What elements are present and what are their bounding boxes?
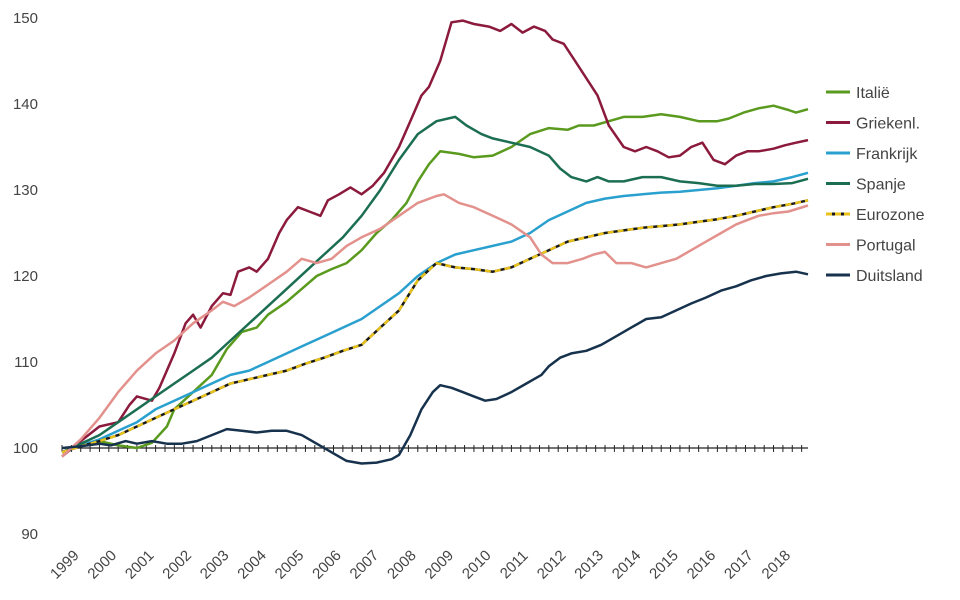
baseline-axis (61, 445, 808, 452)
x-tick-label: 2011 (497, 547, 532, 582)
y-tick-label: 90 (21, 526, 38, 543)
legend-label: Eurozone (856, 207, 925, 224)
legend-label: Frankrijk (856, 146, 918, 163)
series-line-duitsland (61, 270, 809, 465)
x-tick-label: 2007 (347, 547, 383, 583)
y-tick-label: 110 (14, 354, 38, 371)
series-line-eurozone (61, 199, 809, 454)
x-tick-label: 2010 (459, 547, 495, 583)
x-tick-label: 2003 (197, 547, 233, 583)
x-tick-label: 2014 (609, 547, 645, 583)
legend: Italië Griekenl. Frankrijk Spanje Eurozone Po… (826, 85, 925, 285)
legend-label: Duitsland (856, 268, 923, 285)
y-tick-label: 140 (13, 96, 38, 113)
x-tick-label: 1999 (47, 547, 83, 583)
x-tick-label: 2009 (422, 547, 458, 583)
series-line-portugal (61, 193, 809, 458)
x-tick-label: 2005 (272, 547, 308, 583)
x-tick-label: 2013 (571, 547, 607, 583)
baseline-tick-marks (61, 445, 803, 452)
y-tick-label: 120 (13, 268, 38, 285)
legend-label: Griekenl. (856, 116, 920, 133)
x-tick-label: 2004 (234, 547, 270, 583)
x-tick-label: 2006 (309, 547, 345, 583)
series-line-eurozone-underlay (61, 199, 809, 454)
x-tick-label: 2018 (759, 547, 795, 583)
x-tick-label: 2002 (159, 547, 195, 583)
legend-label: Spanje (856, 177, 906, 194)
y-axis-tick-labels: 90 100 110 120 130 140 150 (13, 10, 38, 543)
series-line-griekenl (61, 19, 809, 458)
y-tick-label: 100 (13, 440, 38, 457)
legend-label: Portugal (856, 238, 916, 255)
x-tick-label: 2001 (122, 547, 158, 583)
x-tick-label: 2000 (84, 547, 120, 583)
y-tick-label: 150 (13, 10, 38, 27)
y-tick-label: 130 (13, 182, 38, 199)
x-axis-tick-labels: 1999 2000 2001 2002 2003 2004 2005 2006 2007 2008… (47, 547, 794, 583)
x-tick-label: 2015 (646, 547, 682, 583)
x-tick-label: 2016 (684, 547, 720, 583)
x-tick-label: 2012 (534, 547, 570, 583)
series-lines (61, 19, 809, 465)
series-line-spanje (61, 115, 809, 454)
x-tick-label: 2017 (721, 547, 757, 583)
legend-label: Italië (856, 85, 890, 102)
x-tick-label: 2008 (384, 547, 420, 583)
